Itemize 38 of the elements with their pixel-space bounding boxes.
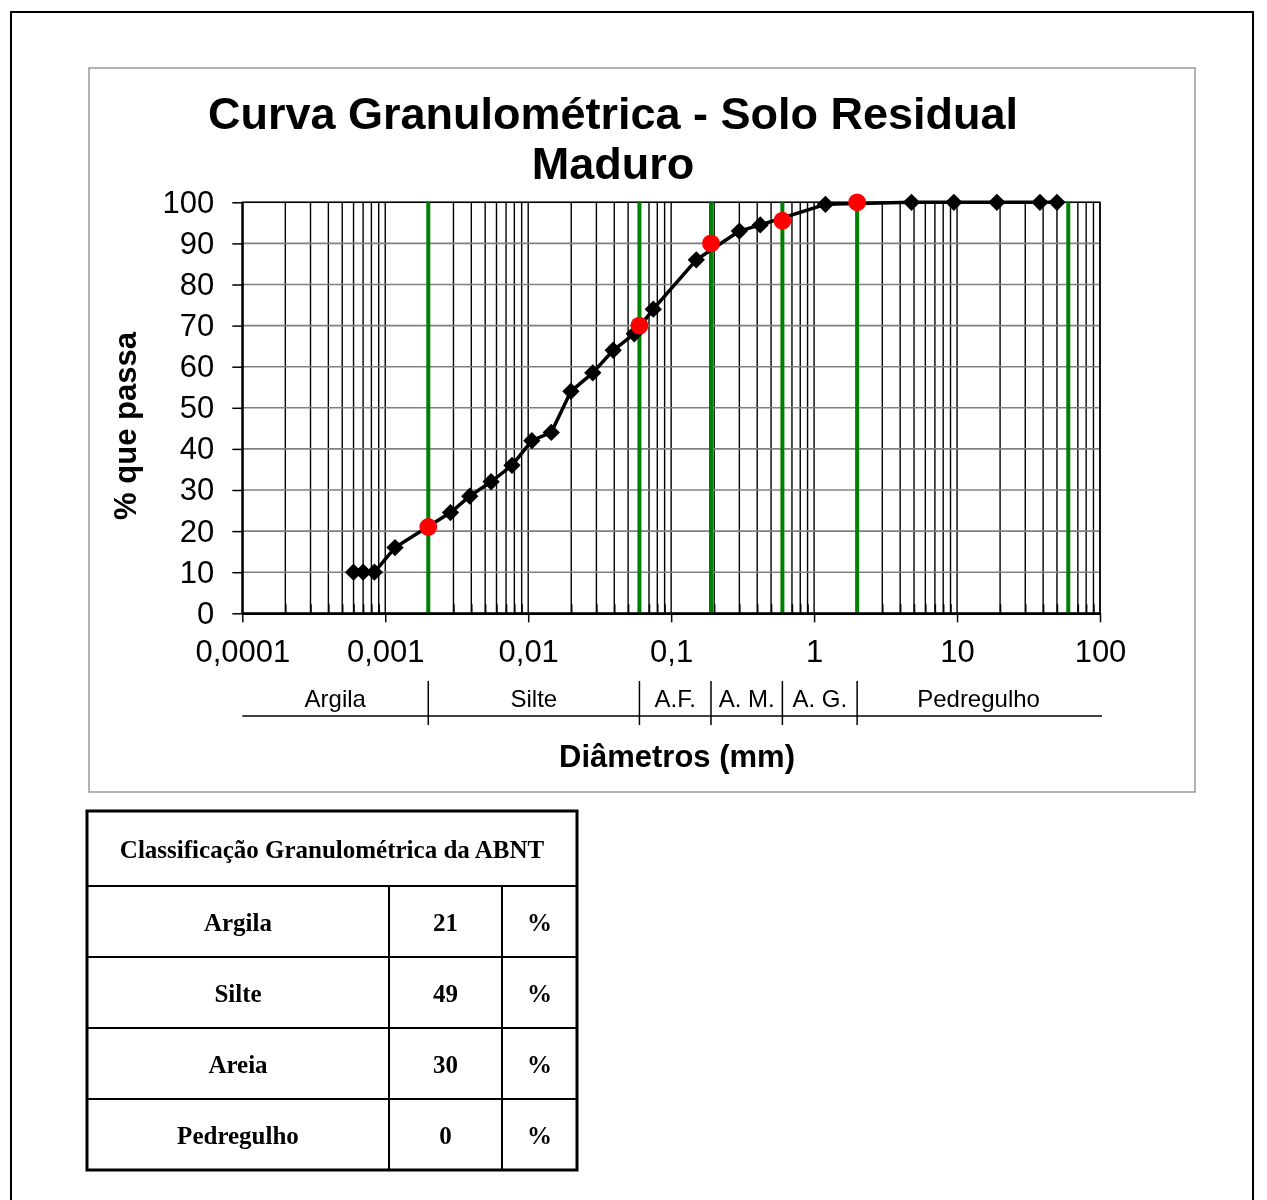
- text: Argila: [304, 685, 367, 712]
- data-label: 21: [433, 908, 458, 936]
- text: A. G.: [792, 685, 848, 712]
- text: Silte: [510, 685, 558, 712]
- x-tick-label: 0,001: [346, 634, 425, 670]
- text: A. M.: [718, 685, 775, 712]
- y-tick-label: 70: [179, 308, 215, 344]
- y-tick-label: 50: [179, 390, 215, 426]
- text: %: [527, 908, 552, 936]
- text: A.F.: [654, 685, 696, 712]
- category-label: Areia: [208, 1050, 269, 1078]
- data-label: 49: [433, 979, 458, 1007]
- x-tick-label: 0,01: [498, 634, 559, 670]
- text: %: [527, 1121, 552, 1149]
- y-tick-label: 40: [179, 431, 215, 467]
- x-axis-title: Diâmetros (mm): [559, 739, 795, 774]
- data-label: 0: [439, 1121, 452, 1149]
- y-axis-title: % que passa: [108, 331, 143, 520]
- category-label: Silte: [214, 979, 262, 1007]
- x-tick-label: 0,1: [650, 634, 694, 670]
- text: Pedregulho: [917, 685, 1040, 712]
- x-tick-label: 100: [1074, 634, 1127, 670]
- text: Classificação Granulométrica da ABNT: [119, 835, 545, 863]
- text: %: [527, 1050, 552, 1078]
- y-tick-label: 30: [179, 472, 215, 508]
- y-tick-label: 60: [179, 349, 215, 385]
- y-tick-label: 80: [179, 266, 215, 302]
- x-tick-label: 1: [805, 634, 824, 670]
- category-label: Pedregulho: [177, 1121, 299, 1149]
- text: %: [527, 979, 552, 1007]
- y-tick-label: 90: [179, 225, 215, 261]
- x-tick-label: 0,0001: [195, 634, 291, 670]
- y-tick-label: 20: [179, 513, 215, 549]
- y-tick-label: 0: [197, 595, 215, 631]
- x-tick-label: 10: [940, 634, 975, 670]
- category-label: Argila: [203, 908, 273, 936]
- y-tick-label: 10: [179, 554, 215, 590]
- data-label: 30: [433, 1050, 458, 1078]
